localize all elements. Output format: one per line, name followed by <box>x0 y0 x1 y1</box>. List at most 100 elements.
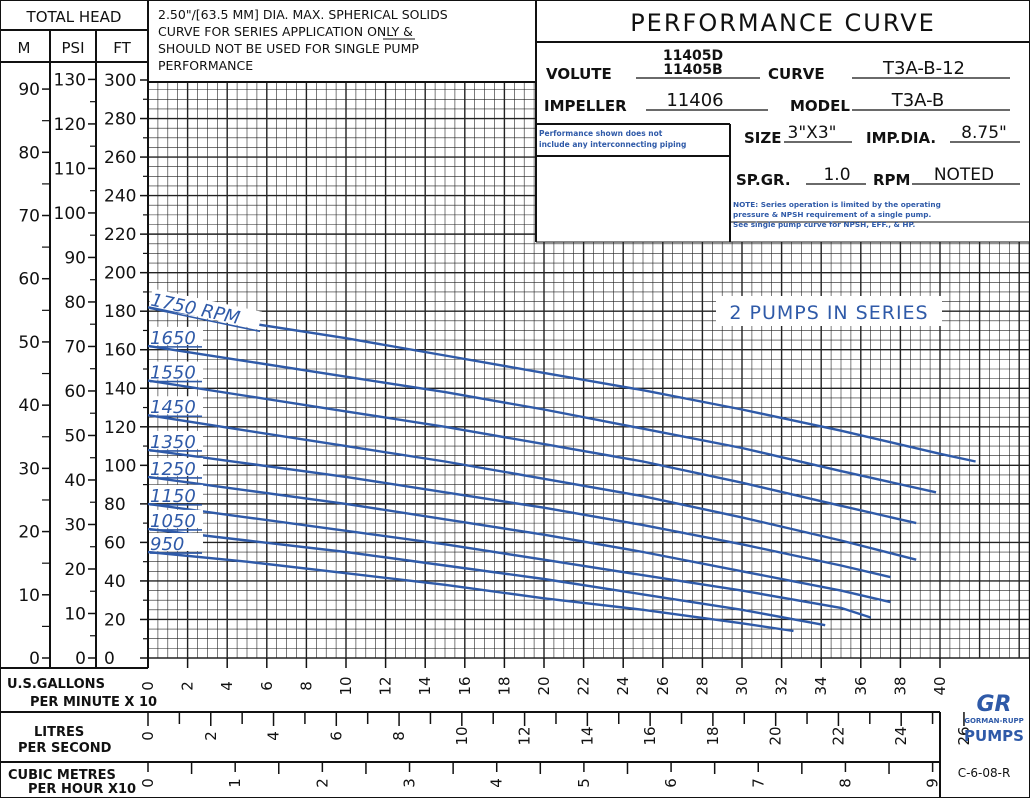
gpm-tick-label: 14 <box>416 676 434 695</box>
top-note-line-2: CURVE FOR SERIES APPLICATION ONLY & <box>158 24 413 39</box>
chart-title: PERFORMANCE CURVE <box>630 9 936 37</box>
gpm-tick-label: 16 <box>456 676 474 695</box>
m-tick-label: 10 <box>18 586 40 606</box>
curve-label-bg <box>149 396 203 415</box>
series-note-line-1: NOTE: Series operation is limited by the… <box>733 200 941 209</box>
ft-tick-label: 180 <box>104 302 136 322</box>
lps-tick-label: 14 <box>578 726 596 745</box>
curve-label-bg <box>149 533 203 552</box>
cmh-tick-label: 9 <box>924 778 942 788</box>
curve-1650 <box>147 344 937 494</box>
impdia-label: IMP.DIA. <box>866 129 936 147</box>
ft-tick-label: 260 <box>104 148 136 168</box>
psi-tick-label: 110 <box>54 159 86 179</box>
piping-note-line-2: include any interconnecting piping <box>539 140 686 149</box>
psi-tick-label: 30 <box>64 515 86 535</box>
lps-label-line-1: LITRES <box>34 725 84 740</box>
spgr-label: SP.GR. <box>736 171 791 189</box>
psi-tick-label: 10 <box>64 604 86 624</box>
ft-tick-label: 20 <box>104 610 126 630</box>
top-note-bg <box>148 0 536 82</box>
series-label: 2 PUMPS IN SERIES <box>729 302 928 324</box>
curve-label: 1050 <box>150 511 196 532</box>
gpm-tick-label: 26 <box>654 676 672 695</box>
curve-label-bg <box>149 430 203 449</box>
curve-value: T3A-B-12 <box>882 58 965 79</box>
cmh-tick-label: 3 <box>401 778 419 788</box>
curve-label-bg <box>149 509 203 528</box>
impdia-value: 8.75" <box>961 123 1007 143</box>
gpm-tick-label: 12 <box>377 676 395 695</box>
ft-tick-label: 240 <box>104 187 136 207</box>
gpm-tick-label: 36 <box>852 676 870 695</box>
curve-1050 <box>147 527 826 627</box>
gpm-tick-label: 34 <box>812 676 830 695</box>
rpm-value: NOTED <box>934 165 994 185</box>
m-tick-label: 20 <box>18 523 40 543</box>
ft-tick-label: 220 <box>104 225 136 245</box>
ft-tick-label: 60 <box>104 533 126 553</box>
lps-tick-label: 4 <box>265 731 283 741</box>
top-note: 2.50"/[63.5 MM] DIA. MAX. SPHERICAL SOLI… <box>148 0 537 83</box>
impeller-label: IMPELLER <box>544 97 627 115</box>
model-label: MODEL <box>790 97 850 115</box>
psi-tick-label: 80 <box>64 293 86 313</box>
lps-tick-label: 24 <box>892 726 910 745</box>
m-tick-label: 40 <box>18 396 40 416</box>
piping-note-line-1: Performance shown does not <box>539 129 663 138</box>
ft-tick-label: 80 <box>104 495 126 515</box>
lps-tick-label: 8 <box>390 731 408 741</box>
lps-tick-label: 16 <box>641 726 659 745</box>
gpm-tick-label: 24 <box>614 676 632 695</box>
curve-1750-rpm <box>147 306 976 463</box>
curve-label: 950 <box>150 534 184 555</box>
psi-unit-label: PSI <box>62 39 85 57</box>
left-axis-panel: TOTAL HEAD M PSI FT 02040608010012014016… <box>0 0 149 798</box>
rpm-label: RPM <box>873 171 910 189</box>
m-tick-label: 50 <box>18 333 40 353</box>
cmh-tick-label: 4 <box>488 778 506 788</box>
curve-label: 1750 RPM <box>149 290 242 329</box>
ft-unit-label: FT <box>113 39 131 57</box>
curve-label-bg <box>149 457 203 476</box>
total-head-label: TOTAL HEAD <box>26 8 122 26</box>
lps-tick-label: 6 <box>327 731 345 741</box>
top-note-line-3: SHOULD NOT BE USED FOR SINGLE PUMP <box>158 41 419 56</box>
gpm-tick-label: 4 <box>218 681 236 691</box>
lps-tick-label: 18 <box>704 726 722 745</box>
spgr-value: 1.0 <box>823 165 850 185</box>
size-label: SIZE <box>744 129 782 147</box>
psi-tick-label: 0 <box>75 649 86 669</box>
gpm-label-line-2: PER MINUTE X 10 <box>30 695 157 710</box>
impeller-value: 11406 <box>666 90 723 111</box>
logo-line-1: GORMAN-RUPP <box>964 717 1024 725</box>
psi-tick-label: 100 <box>54 204 86 224</box>
gpm-tick-label: 22 <box>575 676 593 695</box>
curve-950 <box>147 550 794 633</box>
cmh-tick-label: 5 <box>575 778 593 788</box>
curve-label-bg <box>149 361 203 380</box>
gpm-tick-label: 10 <box>337 676 355 695</box>
psi-tick-label: 20 <box>64 560 86 580</box>
lps-tick-label: 10 <box>453 726 471 745</box>
ft-tick-label: 40 <box>104 572 126 592</box>
psi-tick-label: 90 <box>64 248 86 268</box>
volute-value-1: 11405D <box>663 48 723 64</box>
curve-1450 <box>147 414 917 561</box>
left-axis-ticks: 0204060801001201401601802002202402602803… <box>18 70 148 669</box>
ft-tick-label: 120 <box>104 418 136 438</box>
curve-label-bg <box>149 484 203 503</box>
volute-value-2: 11405B <box>663 62 722 78</box>
ft-tick-label: 200 <box>104 264 136 284</box>
info-panel-bg <box>536 0 1030 242</box>
lps-tick-label: 0 <box>139 731 157 741</box>
m-tick-label: 70 <box>18 207 40 227</box>
gpm-tick-label: 38 <box>891 676 909 695</box>
psi-tick-label: 60 <box>64 382 86 402</box>
curve-1550 <box>147 379 917 525</box>
psi-tick-label: 50 <box>64 426 86 446</box>
gpm-tick-label: 18 <box>495 676 513 695</box>
drawing-number: C-6-08-R <box>958 766 1011 780</box>
gpm-tick-label: 6 <box>258 681 276 691</box>
